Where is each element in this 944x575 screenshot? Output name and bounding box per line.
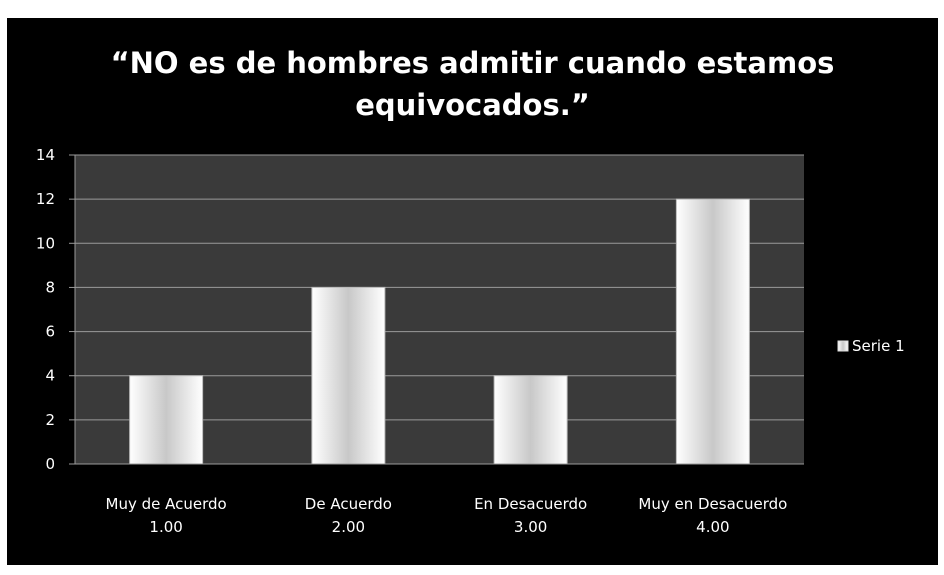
x-category-label: Muy en Desacuerdo <box>638 495 787 513</box>
x-category-label: De Acuerdo <box>305 495 392 513</box>
legend-label: Serie 1 <box>852 337 905 355</box>
bar-1 <box>129 375 204 465</box>
chart-title: “NO es de hombres admitir cuando estamos… <box>7 42 938 126</box>
x-category-label: Muy de Acuerdo <box>106 495 227 513</box>
x-category-label: 3.00 <box>514 518 547 536</box>
chart-title-line-2: equivocados.” <box>355 88 590 122</box>
bar-chart: 0 2 4 6 8 10 12 14 Muy de Acuerdo 1.00 De Acuerdo… <box>36 146 905 536</box>
y-tick-label: 6 <box>45 323 55 341</box>
x-category-label: En Desacuerdo <box>474 495 587 513</box>
y-tick-label: 2 <box>45 411 55 429</box>
bar-2 <box>311 286 386 465</box>
chart-frame: “NO es de hombres admitir cuando estamos… <box>7 18 938 565</box>
legend-swatch <box>837 340 849 352</box>
y-tick-label: 8 <box>45 278 55 296</box>
bar-3 <box>493 375 568 465</box>
x-axis: Muy de Acuerdo 1.00 De Acuerdo 2.00 En Desac… <box>75 463 804 536</box>
y-tick-label: 12 <box>36 190 55 208</box>
y-axis: 0 2 4 6 8 10 12 14 <box>36 146 76 473</box>
y-tick-label: 4 <box>45 367 55 385</box>
y-tick-label: 14 <box>36 146 55 164</box>
y-tick-label: 0 <box>45 455 55 473</box>
x-category-label: 1.00 <box>149 518 182 536</box>
chart-title-line-1: “NO es de hombres admitir cuando estamos <box>110 46 835 80</box>
legend: Serie 1 <box>837 337 905 355</box>
bar-4 <box>675 198 750 465</box>
y-tick-label: 10 <box>36 234 55 252</box>
x-category-label: 2.00 <box>332 518 365 536</box>
bars <box>129 198 750 465</box>
x-category-label: 4.00 <box>696 518 729 536</box>
